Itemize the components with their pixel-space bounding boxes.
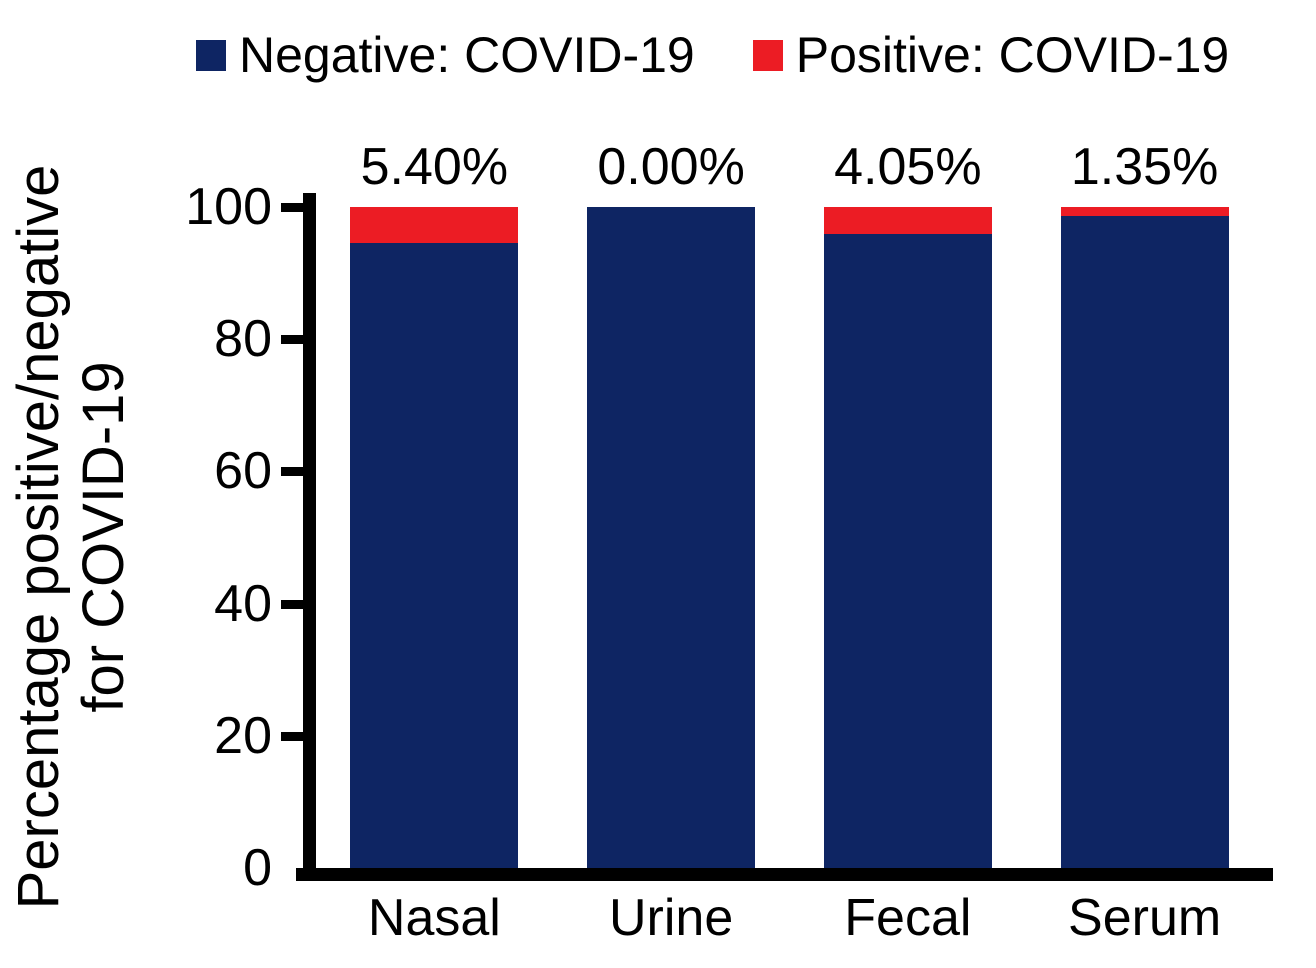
bar-segment-negative xyxy=(823,233,992,868)
bar-value-label: 4.05% xyxy=(834,138,982,196)
legend-item-negative: Negative: COVID-19 xyxy=(196,28,695,83)
bar-slot-serum: 1.35% Serum xyxy=(1026,141,1263,944)
x-axis-tick-label: Nasal xyxy=(367,889,501,947)
y-axis-title: Percentage positive/negative for COVID-1… xyxy=(6,164,137,910)
x-axis-line xyxy=(296,868,1273,881)
y-axis-tick-mark xyxy=(281,731,303,741)
bar-nasal xyxy=(350,207,519,868)
x-axis-tick-label: Fecal xyxy=(844,889,972,947)
bar-segment-positive xyxy=(1060,207,1229,216)
x-axis-tick-label: Urine xyxy=(608,889,734,947)
y-axis-tick-mark xyxy=(281,599,303,609)
bar-segment-negative xyxy=(1060,215,1229,868)
legend: Negative: COVID-19 Positive: COVID-19 xyxy=(196,28,1229,83)
y-axis-title-line-1: Percentage positive/negative xyxy=(6,164,72,910)
y-axis-tick-mark xyxy=(281,467,303,477)
bar-slot-urine: 0.00% Urine xyxy=(553,141,790,944)
bar-fecal xyxy=(823,207,992,868)
bar-slot-fecal: 4.05% Fecal xyxy=(790,141,1027,944)
y-axis-tick-label: 80 xyxy=(214,310,272,369)
bar-slot-nasal: 5.40% Nasal xyxy=(316,141,553,944)
y-axis-tick-label: 60 xyxy=(214,442,272,501)
positive-series-swatch-icon xyxy=(752,40,783,71)
y-axis-title-line-2: for COVID-19 xyxy=(71,361,136,713)
bar-segment-negative xyxy=(350,242,519,868)
legend-label-positive: Positive: COVID-19 xyxy=(795,27,1230,83)
legend-item-positive: Positive: COVID-19 xyxy=(752,27,1230,83)
bar-serum xyxy=(1060,207,1229,868)
y-axis-tick-label: 100 xyxy=(185,178,272,236)
y-axis-line xyxy=(303,193,316,881)
y-axis-tick-mark xyxy=(281,335,303,345)
bar-segment-positive xyxy=(823,207,992,234)
y-axis-tick-label: 40 xyxy=(214,574,272,633)
bar-value-label: 1.35% xyxy=(1070,138,1219,196)
bar-segment-negative xyxy=(587,207,756,868)
bar-value-label: 5.40% xyxy=(360,138,509,196)
legend-label-negative: Negative: COVID-19 xyxy=(239,27,695,83)
bar-urine xyxy=(587,207,756,868)
y-axis-tick-label: 20 xyxy=(214,706,272,765)
plot-area: 5.40% Nasal 0.00% Urine 4.05% Fecal 1.35% Serum xyxy=(316,141,1263,944)
y-axis-tick-label: 0 xyxy=(243,839,272,897)
bar-segment-positive xyxy=(350,207,519,243)
x-axis-tick-label: Serum xyxy=(1068,889,1222,947)
negative-series-swatch-icon xyxy=(196,40,226,71)
y-axis-tick-mark xyxy=(281,203,303,212)
bar-value-label: 0.00% xyxy=(597,138,745,196)
